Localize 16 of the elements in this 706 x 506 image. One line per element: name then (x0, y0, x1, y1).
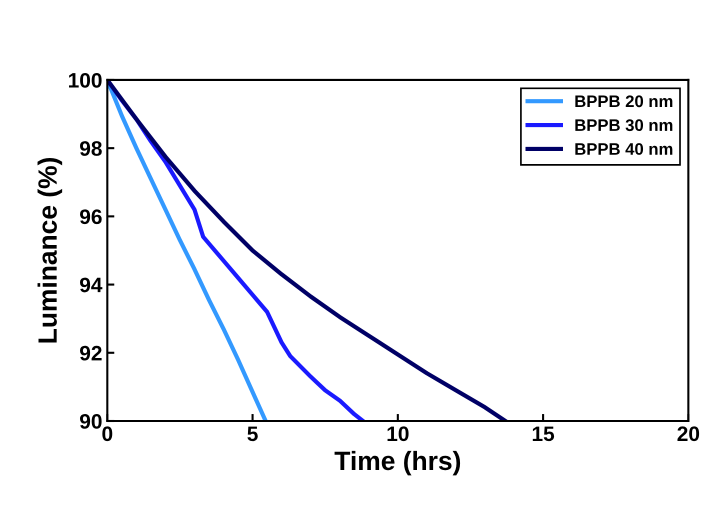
y-axis-title: Luminance (%) (38, 158, 62, 343)
y-tick-label: 94 (80, 278, 102, 292)
y-tick-label: 96 (80, 209, 102, 224)
x-tick-label: 0 (102, 426, 112, 442)
y-tick-label: 98 (80, 141, 102, 156)
legend-label: BPPB 30 nm (575, 119, 672, 132)
legend-label: BPPB 20 nm (575, 95, 672, 108)
y-tick-label: 92 (80, 346, 102, 361)
y-tick-label: 100 (69, 72, 102, 88)
x-tick-label: 20 (677, 426, 700, 442)
x-tick-label: 15 (532, 426, 554, 442)
x-tick-label: 5 (247, 426, 258, 442)
legend-label: BPPB 40 nm (575, 143, 672, 155)
y-tick-label: 90 (80, 414, 102, 429)
x-axis-title: Time (hrs) (334, 450, 460, 476)
x-tick-label: 10 (388, 426, 409, 442)
